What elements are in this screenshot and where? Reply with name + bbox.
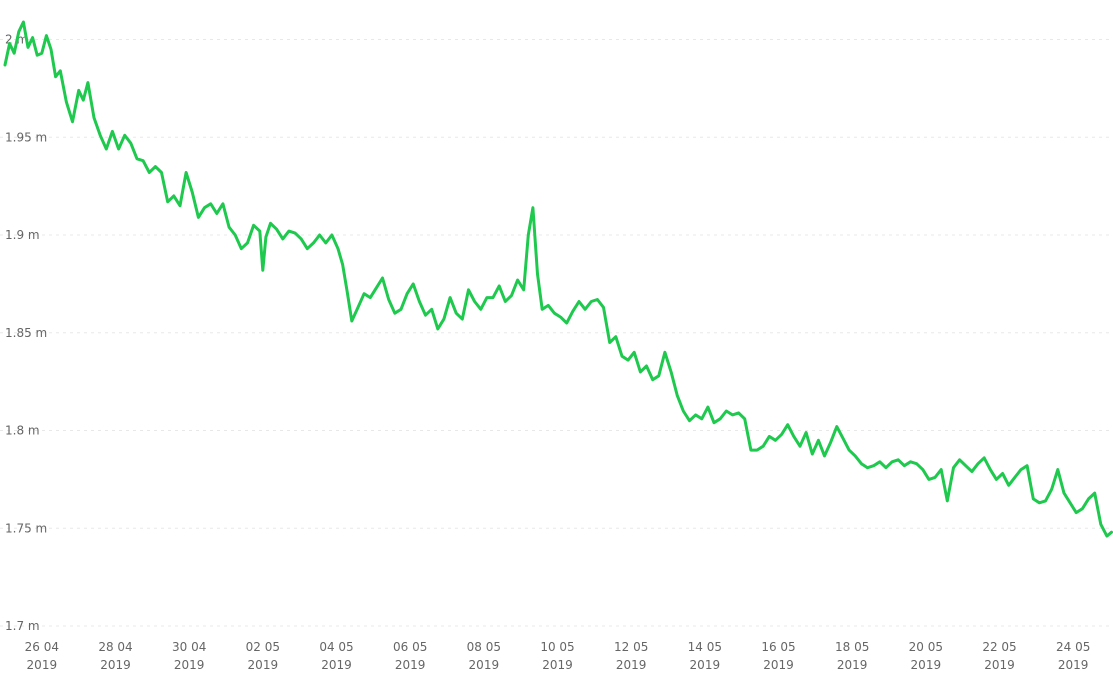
x-tick-day-month: 08 05 <box>467 640 501 654</box>
x-tick-year: 2019 <box>837 658 868 672</box>
x-tick-year: 2019 <box>248 658 279 672</box>
x-tick-label: 06 05 2019 <box>393 640 427 672</box>
x-tick-label: 20 05 2019 <box>909 640 943 672</box>
x-tick-year: 2019 <box>174 658 205 672</box>
y-tick-label: 1.85 m <box>5 326 47 340</box>
x-tick-label: 30 04 2019 <box>172 640 206 672</box>
x-tick-label: 02 05 2019 <box>246 640 280 672</box>
x-tick-year: 2019 <box>469 658 500 672</box>
x-tick-day-month: 18 05 <box>835 640 869 654</box>
x-tick-label: 08 05 2019 <box>467 640 501 672</box>
x-tick-label: 14 05 2019 <box>688 640 722 672</box>
y-axis-tick-labels: 1.7 m1.75 m1.8 m1.85 m1.9 m1.95 m2 m <box>5 33 47 633</box>
x-tick-day-month: 30 04 <box>172 640 206 654</box>
x-tick-label: 10 05 2019 <box>540 640 574 672</box>
y-tick-label: 1.75 m <box>5 521 47 535</box>
y-tick-label: 1.9 m <box>5 228 40 242</box>
x-tick-year: 2019 <box>616 658 647 672</box>
x-tick-year: 2019 <box>542 658 573 672</box>
x-tick-day-month: 06 05 <box>393 640 427 654</box>
gridlines <box>0 39 1113 627</box>
x-tick-day-month: 24 05 <box>1056 640 1090 654</box>
y-tick-label: 1.8 m <box>5 424 40 438</box>
x-tick-label: 04 05 2019 <box>319 640 353 672</box>
y-tick-label: 1.7 m <box>5 619 40 633</box>
x-tick-year: 2019 <box>1058 658 1089 672</box>
x-tick-label: 28 04 2019 <box>98 640 132 672</box>
x-tick-year: 2019 <box>911 658 942 672</box>
x-tick-day-month: 04 05 <box>319 640 353 654</box>
x-tick-label: 16 05 2019 <box>761 640 795 672</box>
x-tick-year: 2019 <box>321 658 352 672</box>
y-tick-label: 1.95 m <box>5 130 47 144</box>
series-line <box>3 20 1113 538</box>
x-tick-year: 2019 <box>763 658 794 672</box>
x-tick-day-month: 26 04 <box>25 640 59 654</box>
x-tick-label: 24 05 2019 <box>1056 640 1090 672</box>
x-tick-year: 2019 <box>27 658 58 672</box>
x-tick-year: 2019 <box>100 658 131 672</box>
x-tick-label: 12 05 2019 <box>614 640 648 672</box>
series-layer <box>3 20 1113 538</box>
x-tick-day-month: 22 05 <box>982 640 1016 654</box>
x-tick-label: 18 05 2019 <box>835 640 869 672</box>
x-tick-day-month: 10 05 <box>540 640 574 654</box>
x-tick-year: 2019 <box>395 658 426 672</box>
x-tick-label: 26 04 2019 <box>25 640 59 672</box>
x-tick-day-month: 20 05 <box>909 640 943 654</box>
x-tick-year: 2019 <box>690 658 721 672</box>
x-tick-day-month: 12 05 <box>614 640 648 654</box>
x-tick-day-month: 02 05 <box>246 640 280 654</box>
x-tick-year: 2019 <box>984 658 1015 672</box>
x-tick-day-month: 14 05 <box>688 640 722 654</box>
x-tick-day-month: 16 05 <box>761 640 795 654</box>
x-tick-day-month: 28 04 <box>98 640 132 654</box>
x-tick-label: 22 05 2019 <box>982 640 1016 672</box>
